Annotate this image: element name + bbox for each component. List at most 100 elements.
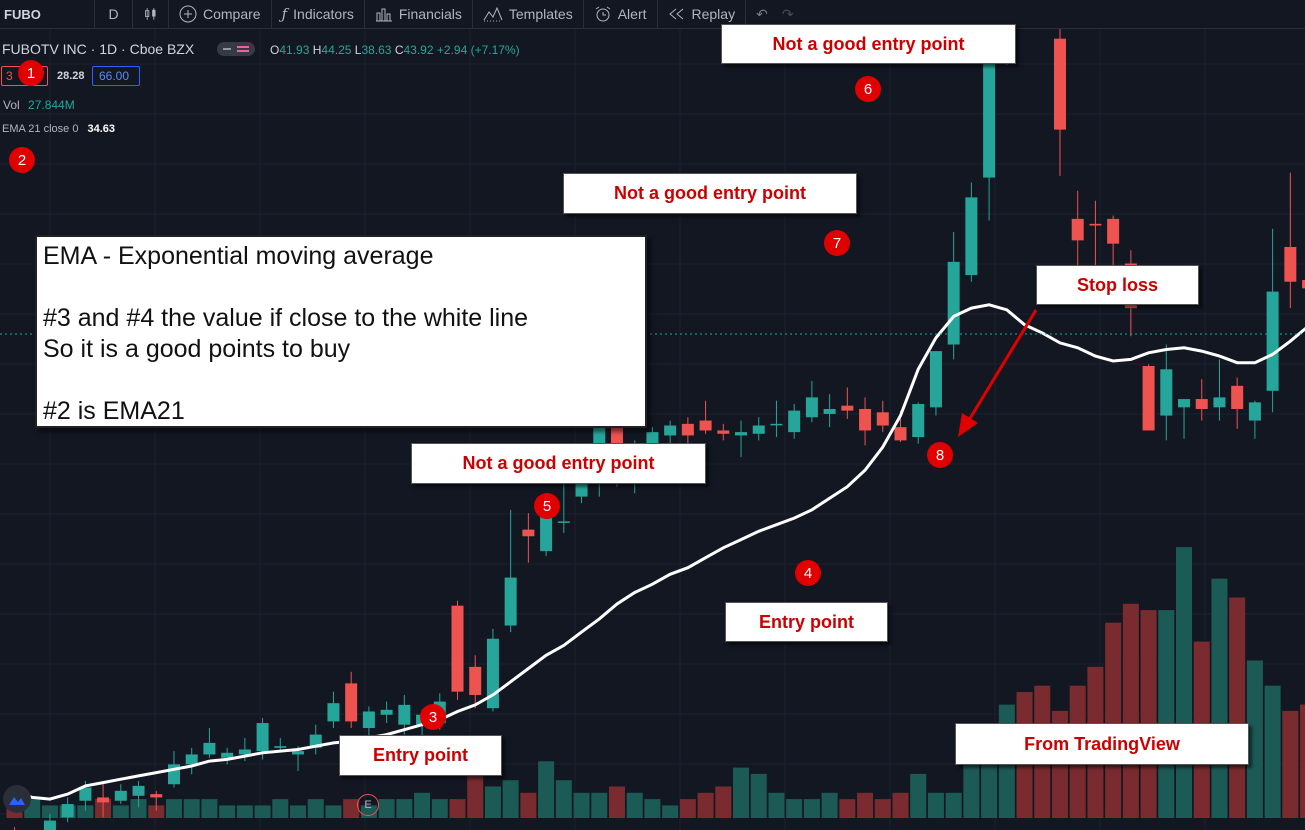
- candle-body: [292, 751, 305, 755]
- candle: [947, 232, 960, 360]
- indicator-input-right[interactable]: 66.00: [92, 66, 140, 86]
- ohlc-legend: O41.93 H44.25 L38.63 C43.92 +2.94 (+7.17…: [270, 43, 520, 57]
- candle-body: [1302, 280, 1305, 289]
- volume-bar: [201, 799, 218, 818]
- chart-type-button[interactable]: [133, 0, 169, 28]
- volume-bar: [378, 799, 395, 818]
- marker-2: 2: [9, 147, 35, 173]
- stop-loss-label: Stop loss: [1036, 265, 1199, 305]
- indicators-label: Indicators: [293, 6, 354, 22]
- marker-3: 3: [420, 704, 446, 730]
- compare-label: Compare: [203, 6, 261, 22]
- open-value: 41.93: [279, 43, 310, 57]
- candle: [965, 182, 978, 282]
- volume-bar: [77, 805, 94, 818]
- entry-point-left: Entry point: [339, 735, 502, 776]
- source-label: From TradingView: [955, 723, 1249, 765]
- candle: [185, 747, 198, 775]
- earnings-icon[interactable]: E: [357, 794, 379, 816]
- candle: [1160, 344, 1173, 441]
- stop-loss-arrow: [958, 309, 1038, 437]
- candle: [380, 701, 393, 724]
- eye-icon: [223, 48, 231, 50]
- not-good-entry-low: Not a good entry point: [411, 443, 706, 484]
- volume-bar: [396, 799, 413, 818]
- candle-body: [398, 704, 411, 725]
- volume-bar: [165, 799, 182, 818]
- volume-bar: [130, 799, 147, 818]
- candle-body: [380, 709, 393, 715]
- candle: [805, 380, 818, 423]
- candle-body: [1142, 365, 1155, 431]
- candle: [841, 387, 854, 419]
- candle-body: [1107, 218, 1120, 244]
- candle: [557, 480, 570, 533]
- price-chart[interactable]: [0, 29, 1305, 830]
- ema-line: [13, 303, 1305, 801]
- templates-icon: [483, 6, 503, 22]
- candle-body: [788, 410, 801, 433]
- candle: [1231, 377, 1244, 429]
- replay-label: Replay: [691, 6, 736, 22]
- indicator-mid-value: 28.28: [57, 70, 85, 82]
- undo-icon[interactable]: ↶: [756, 5, 768, 22]
- not-good-entry-top: Not a good entry point: [721, 24, 1016, 64]
- candles-icon: [145, 8, 156, 20]
- volume-bar: [821, 792, 838, 818]
- candle-body: [238, 749, 251, 755]
- candle: [1248, 400, 1261, 439]
- volume-bar: [608, 786, 625, 818]
- candle-body: [664, 425, 677, 436]
- candle-body: [1089, 223, 1102, 226]
- volume-bar: [484, 786, 501, 818]
- volume-bar: [538, 761, 555, 818]
- tradingview-logo[interactable]: [3, 785, 31, 813]
- candle: [1089, 200, 1102, 276]
- candle-body: [947, 261, 960, 345]
- candle: [912, 402, 925, 444]
- candle-body: [1178, 399, 1191, 408]
- candle-body: [805, 397, 818, 418]
- symbol-search[interactable]: FUBO: [0, 0, 95, 28]
- interval-button[interactable]: D: [95, 0, 133, 28]
- replay-button[interactable]: Replay: [658, 0, 747, 28]
- volume-bar: [343, 799, 360, 818]
- compare-button[interactable]: Compare: [169, 0, 272, 28]
- volume-bar: [679, 799, 696, 818]
- candle: [221, 747, 234, 765]
- visibility-toggle[interactable]: [217, 42, 255, 56]
- volume-bar: [927, 792, 944, 818]
- volume-bar: [697, 792, 714, 818]
- candle-body: [97, 797, 110, 803]
- chart-grid: [0, 29, 1305, 830]
- candle: [664, 420, 677, 447]
- indicators-button[interactable]: ƒ Indicators: [272, 0, 365, 28]
- legend-exchange: Cboe BZX: [129, 41, 195, 57]
- vol-label: Vol: [3, 98, 20, 112]
- candle-body: [894, 427, 907, 441]
- volume-bar: [414, 792, 431, 818]
- change-value: +2.94 (+7.17%): [436, 43, 520, 57]
- volume-bar: [768, 792, 785, 818]
- volume-bar: [1122, 603, 1139, 818]
- candle-body: [1231, 385, 1244, 409]
- volume-bar: [1282, 710, 1299, 818]
- candle-body: [132, 785, 145, 796]
- o-label: O: [270, 43, 280, 57]
- alert-button[interactable]: Alert: [584, 0, 658, 28]
- rewind-icon: [668, 7, 686, 21]
- templates-button[interactable]: Templates: [473, 0, 584, 28]
- volume-bar: [626, 792, 643, 818]
- candle-body: [61, 804, 74, 818]
- candle-body: [362, 711, 375, 729]
- financials-button[interactable]: Financials: [365, 0, 473, 28]
- candle: [451, 600, 464, 700]
- volume-bar: [520, 792, 537, 818]
- financials-label: Financials: [398, 6, 462, 22]
- candle-body: [504, 577, 517, 626]
- volume-bar: [1158, 610, 1175, 818]
- volume-bar: [502, 780, 519, 818]
- volume-bar: [236, 805, 253, 818]
- redo-icon[interactable]: ↷: [781, 5, 794, 22]
- candle: [504, 509, 517, 633]
